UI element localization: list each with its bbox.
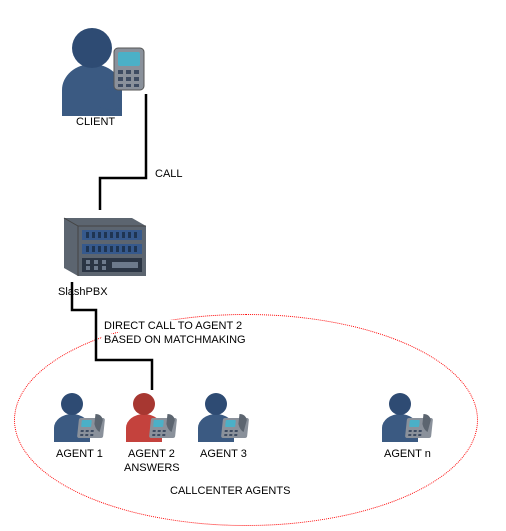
client-node bbox=[58, 20, 148, 116]
server-node bbox=[56, 210, 148, 282]
agentn-label: AGENT n bbox=[384, 448, 431, 460]
agent2-label: AGENT 2 bbox=[128, 448, 175, 460]
server-label: SlashPBX bbox=[58, 286, 108, 298]
agent1-node bbox=[52, 390, 110, 442]
direct-edge-label-1: DIRECT CALL TO AGENT 2 bbox=[102, 320, 244, 332]
agent3-label: AGENT 3 bbox=[200, 448, 247, 460]
agent1-label: AGENT 1 bbox=[56, 448, 103, 460]
direct-edge-label-2: BASED ON MATCHMAKING bbox=[102, 334, 248, 346]
call-edge-label: CALL bbox=[153, 168, 185, 180]
agent2-label2: ANSWERS bbox=[124, 462, 180, 474]
group-label: CALLCENTER AGENTS bbox=[170, 485, 290, 497]
agent3-node bbox=[196, 390, 254, 442]
callcenter-diagram: CLIENT CALL SlashPBX DIRECT CA bbox=[0, 0, 506, 531]
agent2-node bbox=[124, 390, 182, 442]
agentn-node bbox=[380, 390, 438, 442]
client-label: CLIENT bbox=[76, 116, 115, 128]
